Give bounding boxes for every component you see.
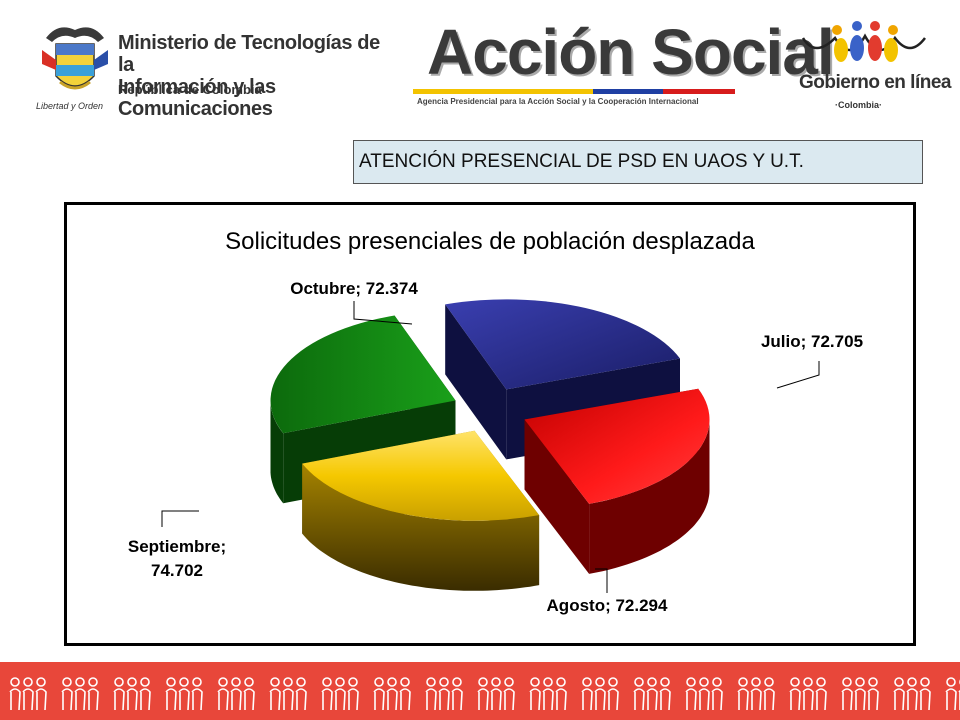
leader-line-octubre <box>353 301 413 325</box>
pie-slices <box>270 299 710 591</box>
motto-text: Libertad y Orden <box>36 101 104 111</box>
accion-social-logo: Acción Social Agencia Presidencial para … <box>405 15 835 115</box>
slice-agosto-side <box>302 463 540 591</box>
chart-frame: Solicitudes presenciales de población de… <box>64 202 916 646</box>
colombia-crest-icon <box>42 27 108 90</box>
header: Libertad y Orden Ministerio de Tecnologí… <box>0 0 960 135</box>
people-pattern-icon <box>9 677 960 711</box>
chart-title: Solicitudes presenciales de población de… <box>225 228 755 255</box>
people-figure-icon <box>581 677 619 711</box>
people-figure-icon <box>217 677 255 711</box>
data-labels: Julio; 72.705 Agosto; 72.294 Septiembre; 74… <box>128 279 863 615</box>
flag-bar-blue <box>593 89 663 94</box>
people-figure-icon <box>9 677 47 711</box>
section-title: ATENCIÓN PRESENCIAL DE PSD EN UAOS Y U.T… <box>353 140 923 184</box>
gobierno-en-linea-logo: Gobierno en línea ·Colombia· <box>795 18 951 118</box>
ministry-country: República de Colombia <box>118 82 262 97</box>
people-figure-icon <box>893 677 931 711</box>
people-figure-icon <box>165 677 203 711</box>
accion-social-title: Acción Social <box>427 16 835 88</box>
people-figure-icon <box>425 677 463 711</box>
people-figure-icon <box>685 677 723 711</box>
flag-bar-yellow <box>413 89 593 94</box>
ministry-logo: Libertad y Orden Ministerio de Tecnologí… <box>30 18 380 120</box>
leader-line-julio <box>776 361 820 389</box>
gobierno-subtitle: ·Colombia· <box>835 100 882 110</box>
slice-septiembre-top <box>270 315 456 434</box>
people-icon <box>801 21 926 62</box>
people-figure-icon <box>477 677 515 711</box>
slice-agosto <box>302 430 540 591</box>
ministry-name: Ministerio de Tecnologías de la Informac… <box>118 32 380 120</box>
slice-julio <box>524 388 710 574</box>
data-label-julio: Julio; 72.705 <box>761 332 863 351</box>
gobierno-title: Gobierno en línea <box>799 72 951 93</box>
people-figure-icon <box>269 677 307 711</box>
footer-band <box>0 662 960 720</box>
leader-line-septiembre <box>161 510 199 527</box>
slice-septiembre-side <box>270 400 284 504</box>
people-figure-icon <box>737 677 775 711</box>
people-figure-icon <box>945 677 960 711</box>
people-figure-icon <box>61 677 99 711</box>
slice-julio-cut <box>524 419 590 574</box>
slice-octubre-top <box>445 299 680 390</box>
flag-bar-red <box>663 89 735 94</box>
data-value-septiembre: 74.702 <box>151 561 203 580</box>
slice-julio-side <box>589 418 710 574</box>
data-label-octubre: Octubre; 72.374 <box>290 279 418 298</box>
data-label-agosto: Agosto; 72.294 <box>547 596 668 615</box>
leader-line-agosto <box>595 568 608 593</box>
people-figure-icon <box>841 677 879 711</box>
ministry-line2: Información y las Comunicaciones <box>118 76 276 120</box>
ministry-line1: Ministerio de Tecnologías de la <box>118 32 380 76</box>
data-label-septiembre: Septiembre; <box>128 537 226 556</box>
slice-agosto-top <box>302 430 540 521</box>
slice-octubre-cut <box>445 304 507 460</box>
accion-social-subtitle: Agencia Presidencial para la Acción Soci… <box>417 97 699 106</box>
slice-julio-top <box>524 388 710 504</box>
people-figure-icon <box>633 677 671 711</box>
people-figure-icon <box>529 677 567 711</box>
people-figure-icon <box>321 677 359 711</box>
pie-chart: Solicitudes presenciales de población de… <box>128 228 863 615</box>
people-figure-icon <box>789 677 827 711</box>
people-figure-icon <box>373 677 411 711</box>
people-figure-icon <box>113 677 151 711</box>
